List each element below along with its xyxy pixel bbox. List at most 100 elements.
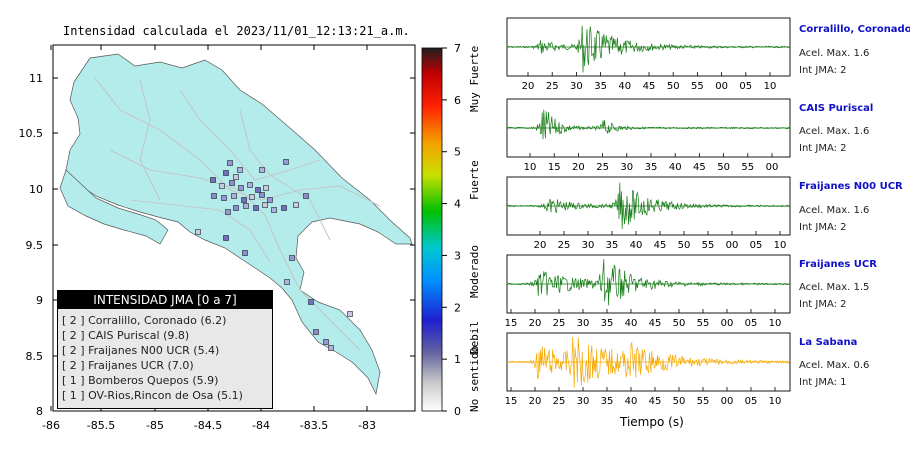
station-marker — [259, 167, 265, 173]
map-xtick-label: -86 — [42, 419, 60, 432]
waveform-tick-label: 30 — [570, 81, 583, 92]
legend-title: INTENSIDAD JMA [0 a 7] — [58, 291, 272, 309]
waveform-tick-label: 35 — [606, 240, 619, 251]
colorbar-tick-label: 2 — [454, 301, 461, 314]
waveform-tick-label: 50 — [678, 240, 691, 251]
colorbar-tick-label: 0 — [454, 405, 461, 418]
station-marker — [284, 279, 290, 285]
map-ytick-label: 10.5 — [19, 127, 44, 140]
station-name: La Sabana — [799, 337, 858, 348]
waveform-tick-label: 25 — [553, 318, 566, 329]
station-marker — [223, 170, 229, 176]
station-marker — [253, 205, 259, 211]
waveform-tick-label: 40 — [630, 240, 643, 251]
waveform-tick-label: 45 — [649, 318, 662, 329]
station-marker — [289, 255, 295, 261]
waveform-tick-label: 25 — [596, 162, 609, 173]
station-name: Fraijanes UCR — [799, 259, 877, 270]
station-marker — [271, 207, 277, 213]
waveform-tick-label: 05 — [739, 81, 752, 92]
station-marker — [233, 174, 239, 180]
colorbar-tick-label: 6 — [454, 94, 461, 107]
waveform-tick-label: 35 — [601, 396, 614, 407]
colorbar-tick-label: 7 — [454, 42, 461, 55]
map-ytick-label: 11 — [29, 72, 43, 85]
waveform-panel: 20 25 30 35 40 45 50 55 00 05 10 — [506, 176, 791, 251]
station-marker — [237, 167, 243, 173]
station-marker — [242, 250, 248, 256]
waveform-tick-label: 20 — [529, 318, 542, 329]
waveform-tick-label: 55 — [741, 162, 754, 173]
legend-item: [ 2 ] Fraijanes N00 UCR (5.4) — [62, 344, 220, 357]
waveform-panel: 15 20 25 30 35 40 45 50 55 00 05 10 — [505, 332, 791, 407]
waveform-tick-label: 15 — [505, 396, 518, 407]
station-marker — [247, 182, 253, 188]
waveform-tick-label: 45 — [643, 81, 656, 92]
map-ytick-label: 8 — [36, 405, 43, 418]
waveform-tick-label: 20 — [572, 162, 585, 173]
waveform-tick-label: 55 — [702, 240, 715, 251]
waveform-panel: 15 20 25 30 35 40 45 50 55 00 05 10 — [505, 254, 791, 329]
waveform-tick-label: 00 — [721, 318, 734, 329]
map-xtick-label: -84 — [252, 419, 270, 432]
map-title: Intensidad calculada el 2023/11/01_12:13… — [63, 24, 410, 38]
time-axis-label: Tiempo (s) — [620, 415, 684, 429]
waveform-tick-label: 10 — [769, 396, 782, 407]
station-marker — [308, 299, 314, 305]
station-marker — [259, 192, 265, 198]
colorbar-category: Moderado — [468, 245, 481, 298]
waveform-tick-label: 40 — [625, 318, 638, 329]
waveform-tick-label: 20 — [522, 81, 535, 92]
waveform-trace — [506, 258, 790, 306]
waveform-tick-label: 15 — [548, 162, 561, 173]
waveform-tick-label: 40 — [625, 396, 638, 407]
waveform-tick-label: 10 — [524, 162, 537, 173]
station-marker — [328, 345, 334, 351]
waveform-tick-label: 30 — [577, 318, 590, 329]
station-acel: Acel. Max. 0.6 — [799, 360, 870, 371]
colorbar-tick-label: 3 — [454, 249, 461, 262]
waveform-tick-label: 25 — [558, 240, 571, 251]
waveform-tick-label: 20 — [529, 396, 542, 407]
waveform-tick-label: 05 — [745, 318, 758, 329]
waveform-tick-label: 05 — [750, 240, 763, 251]
station-marker — [223, 235, 229, 241]
waveform-tick-label: 45 — [649, 396, 662, 407]
waveform-tick-label: 20 — [534, 240, 547, 251]
waveform-trace — [507, 109, 790, 140]
road-network — [94, 77, 381, 351]
station-int: Int JMA: 2 — [799, 143, 847, 154]
map-xtick-label: -83.5 — [300, 419, 328, 432]
colorbar-tick-label: 4 — [454, 198, 461, 211]
colorbar-category: Muy Fuerte — [468, 46, 481, 112]
colorbar-gradient — [421, 47, 443, 412]
waveform-tick-label: 50 — [717, 162, 730, 173]
waveform-tick-label: 50 — [667, 81, 680, 92]
station-marker — [231, 193, 237, 199]
legend-item: [ 1 ] Bomberos Quepos (5.9) — [62, 374, 219, 387]
map-ytick-label: 10 — [29, 183, 43, 196]
station-marker — [255, 187, 261, 193]
waveform-tick-label: 00 — [726, 240, 739, 251]
station-marker — [243, 203, 249, 209]
waveform-trace — [506, 25, 790, 73]
colorbar-tick-label: 5 — [454, 146, 461, 159]
waveform-panel: 10 15 20 25 30 35 40 45 50 55 00 — [506, 98, 791, 173]
map-xtick-label: -85 — [146, 419, 164, 432]
map-ytick-label: 8.5 — [26, 350, 44, 363]
map-y-axis: 11 10.5 10 9.5 9 8.5 8 — [19, 72, 415, 418]
legend-item: [ 2 ] Fraijanes UCR (7.0) — [62, 359, 194, 372]
station-marker — [323, 339, 329, 345]
legend-item: [ 1 ] OV-Rios,Rincon de Osa (5.1) — [62, 389, 243, 402]
station-marker — [267, 197, 273, 203]
waveform-tick-label: 10 — [764, 81, 777, 92]
station-marker — [313, 329, 319, 335]
station-marker — [241, 197, 247, 203]
station-name: CAIS Puriscal — [799, 103, 874, 114]
waveform-tick-label: 45 — [693, 162, 706, 173]
map-xtick-label: -83 — [358, 419, 376, 432]
station-markers — [195, 159, 353, 351]
station-marker — [229, 180, 235, 186]
colorbar-ticks: 7 6 5 4 3 2 1 0 — [442, 42, 461, 418]
